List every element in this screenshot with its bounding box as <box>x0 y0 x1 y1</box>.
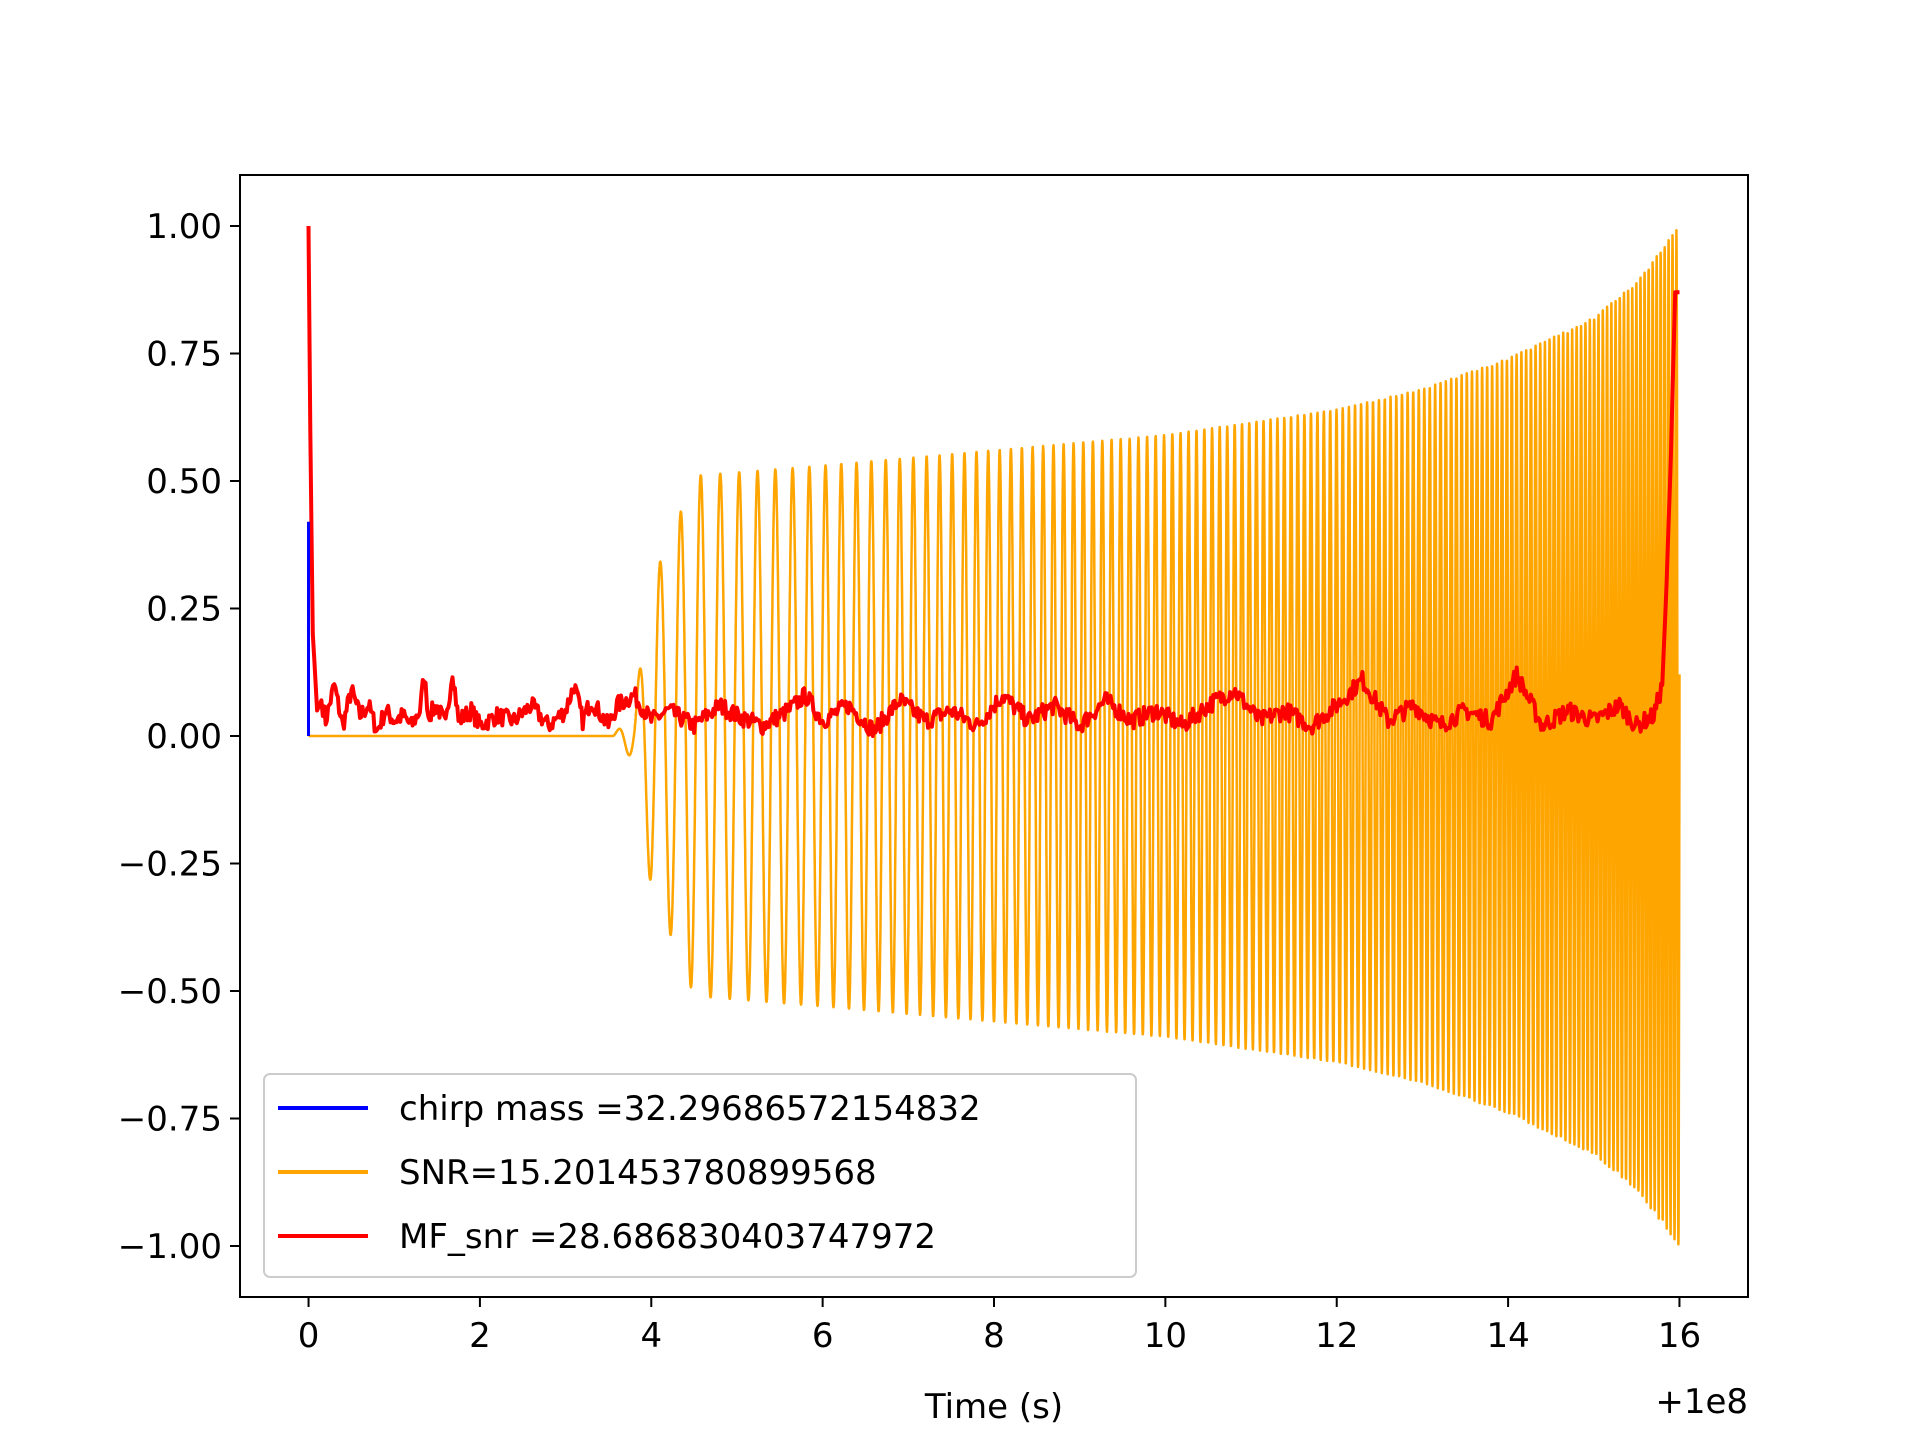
y-tick-label: 0.00 <box>146 717 222 757</box>
x-axis-label: Time (s) <box>924 1387 1063 1427</box>
legend-label-chirp-mass: chirp mass =32.29686572154832 <box>399 1089 981 1129</box>
x-offset-label: +1e8 <box>1655 1382 1748 1422</box>
legend-box <box>263 1073 1137 1278</box>
x-tick-label: 14 <box>1486 1316 1529 1356</box>
y-tick-label: 0.25 <box>146 590 222 630</box>
legend-label-mf-snr: MF_snr =28.686830403747972 <box>399 1217 936 1257</box>
y-tick-label: 0.50 <box>146 462 222 502</box>
y-tick-label: −1.00 <box>118 1227 222 1267</box>
legend: chirp mass =32.29686572154832 SNR=15.201… <box>263 1073 1137 1278</box>
legend-label-snr: SNR=15.201453780899568 <box>399 1153 877 1193</box>
y-tick-label: 0.75 <box>146 335 222 375</box>
y-tick-label: 1.00 <box>146 207 222 247</box>
series-mf-snr-line <box>306 225 1680 738</box>
y-axis: −1.00 −0.75 −0.50 −0.25 0.00 0.25 0.50 0.75 1.00 <box>118 207 240 1267</box>
x-tick-label: 2 <box>469 1316 491 1356</box>
y-tick-label: −0.50 <box>118 972 222 1012</box>
plot-area <box>306 225 1681 1246</box>
y-tick-label: −0.75 <box>118 1100 222 1140</box>
x-tick-label: 16 <box>1658 1316 1701 1356</box>
x-tick-label: 0 <box>298 1316 320 1356</box>
x-tick-label: 4 <box>640 1316 662 1356</box>
x-tick-label: 12 <box>1315 1316 1358 1356</box>
x-axis: 0 2 4 6 8 10 12 14 16 <box>298 1297 1701 1356</box>
x-tick-label: 8 <box>983 1316 1005 1356</box>
series-snr-line <box>308 229 1681 1246</box>
y-tick-label: −0.25 <box>118 845 222 885</box>
x-tick-label: 10 <box>1144 1316 1187 1356</box>
x-tick-label: 6 <box>812 1316 834 1356</box>
